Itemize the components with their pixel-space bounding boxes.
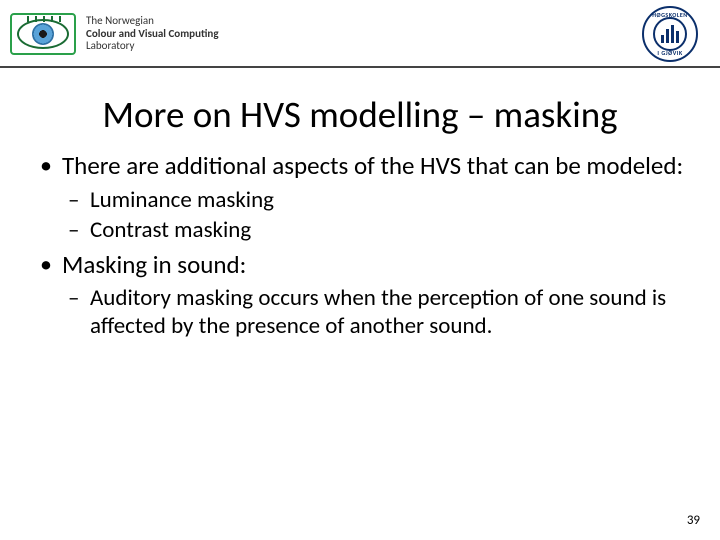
slide-title: More on HVS modelling – masking	[0, 68, 720, 151]
eye-lashes	[25, 16, 61, 22]
crest-inner	[653, 17, 687, 51]
sub-list: Auditory masking occurs when the percept…	[62, 284, 684, 340]
list-item: Masking in sound: Auditory masking occur…	[36, 250, 684, 341]
bullet-text: Luminance masking	[90, 186, 274, 214]
lab-text: The Norwegian Colour and Visual Computin…	[86, 15, 219, 53]
bullet-text: There are additional aspects of the HVS …	[62, 150, 683, 181]
slide: The Norwegian Colour and Visual Computin…	[0, 0, 720, 540]
header-bar: The Norwegian Colour and Visual Computin…	[0, 0, 720, 68]
list-item: Contrast masking	[62, 216, 684, 244]
bullet-text: Auditory masking occurs when the percept…	[90, 284, 666, 340]
list-item: Auditory masking occurs when the percept…	[62, 284, 684, 340]
list-item: There are additional aspects of the HVS …	[36, 151, 684, 244]
slide-body: There are additional aspects of the HVS …	[0, 151, 720, 540]
crest-ring: HØGSKOLEN I GJØVIK	[642, 6, 698, 62]
lab-logo	[10, 13, 76, 55]
crest-top-text: HØGSKOLEN	[652, 11, 688, 19]
bullet-list: There are additional aspects of the HVS …	[36, 151, 684, 340]
crest-bottom-text: I GJØVIK	[657, 49, 682, 57]
list-item: Luminance masking	[62, 186, 684, 214]
sub-list: Luminance masking Contrast masking	[62, 186, 684, 244]
institution-crest: HØGSKOLEN I GJØVIK	[642, 6, 698, 62]
bullet-text: Masking in sound:	[62, 249, 246, 280]
eye-icon	[17, 19, 69, 49]
crest-bars-icon	[661, 25, 679, 43]
lab-line1: The Norwegian	[86, 15, 219, 28]
lab-line3: Laboratory	[86, 40, 219, 53]
eye-iris	[32, 23, 54, 45]
page-number: 39	[687, 513, 700, 528]
bullet-text: Contrast masking	[90, 216, 251, 244]
header-left: The Norwegian Colour and Visual Computin…	[10, 13, 219, 55]
